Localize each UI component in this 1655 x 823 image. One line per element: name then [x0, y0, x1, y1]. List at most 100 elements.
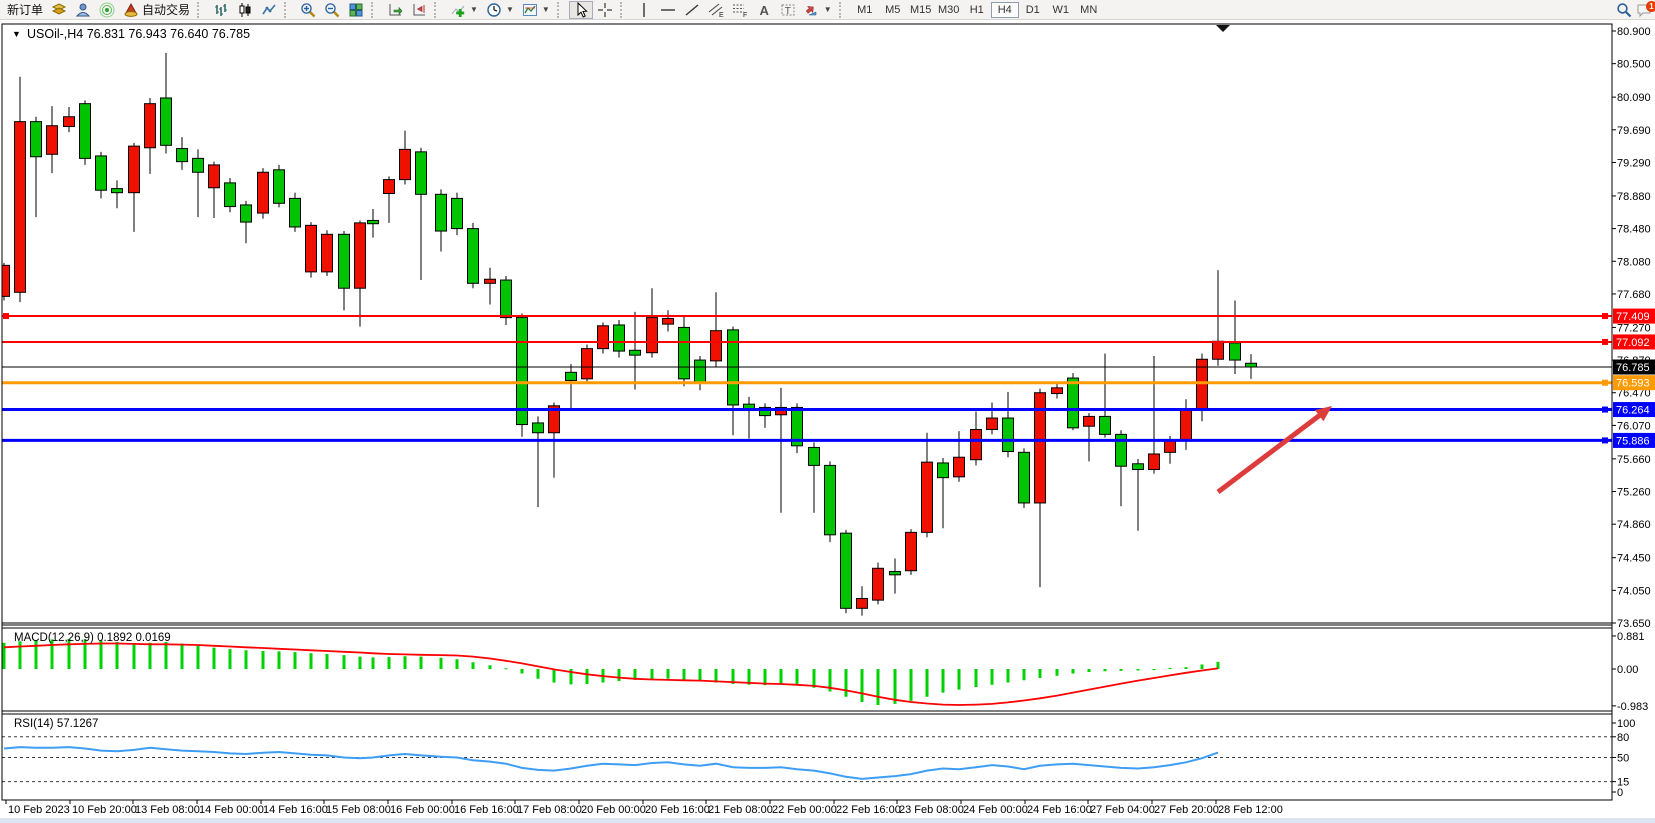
candle	[1034, 392, 1046, 504]
fibonacci-button[interactable]: F	[728, 1, 752, 19]
macd-bar	[747, 669, 751, 685]
candle	[14, 121, 26, 293]
channel-button[interactable]: E	[704, 1, 728, 19]
macd-bar	[50, 639, 54, 669]
time-tick-label: 14 Feb 00:00	[199, 804, 264, 816]
price-label-box	[1613, 432, 1655, 448]
candlestick-button[interactable]	[233, 1, 257, 19]
chart-shift-marker-icon[interactable]	[1216, 25, 1230, 32]
price-axis[interactable]: 80.900 80.500 80.090 79.690 79.290 78.880 78.4…	[1612, 26, 1655, 630]
timeframe-h1-button[interactable]: H1	[963, 2, 991, 18]
zoom-out-button[interactable]	[320, 1, 344, 19]
macd-bar	[439, 657, 443, 669]
line-end-marker[interactable]	[1602, 313, 1608, 320]
macd-bar	[1071, 669, 1075, 674]
candle	[289, 197, 301, 228]
cursor-button[interactable]	[568, 0, 593, 19]
price-tick-label: 80.900	[1617, 26, 1651, 38]
line-chart-icon	[262, 3, 276, 14]
bar-chart-button[interactable]	[209, 1, 233, 19]
chart-area[interactable]: 80.900 80.500 80.090 79.690 79.290 78.880 78.4…	[0, 20, 1655, 823]
autotrade-button[interactable]: 自动交易	[119, 1, 194, 19]
dropdown-arrow-icon: ▼	[823, 5, 832, 14]
price-tick-label: 74.050	[1617, 585, 1651, 597]
signal-button[interactable]	[95, 1, 119, 19]
arrow-shaft[interactable]	[1216, 411, 1324, 494]
time-tick-label: 28 Feb 12:00	[1218, 804, 1283, 816]
candle	[808, 446, 820, 466]
chat-button[interactable]: 1	[1636, 0, 1655, 18]
text-button[interactable]: A	[752, 1, 776, 19]
macd-bar	[812, 669, 816, 688]
candle	[1099, 415, 1111, 435]
timeframe-m5-button[interactable]: M5	[879, 2, 907, 18]
timeframe-mn-button[interactable]: MN	[1075, 2, 1103, 18]
vertical-line-button[interactable]	[632, 1, 656, 19]
vertical-line-icon	[643, 2, 645, 17]
macd-bar	[617, 669, 621, 681]
indicators-button[interactable]: ▼	[446, 1, 482, 19]
candle	[63, 116, 75, 128]
macd-bar	[196, 645, 200, 669]
indicators-icon	[451, 5, 465, 17]
macd-bar	[957, 669, 961, 690]
price-tick-label: 74.450	[1617, 553, 1651, 565]
candle	[889, 571, 901, 576]
timeframe-m30-button[interactable]: M30	[935, 2, 963, 18]
line-chart-button[interactable]	[257, 1, 281, 19]
tile-windows-button[interactable]	[344, 1, 368, 19]
macd-bar	[1168, 667, 1172, 669]
arrows-button[interactable]: ▼	[800, 1, 836, 19]
arrow-head[interactable]	[1315, 406, 1332, 422]
arrow-object[interactable]	[1216, 406, 1332, 494]
dropdown-arrow-icon: ▼	[505, 5, 514, 14]
templates-button[interactable]: ▼	[518, 1, 554, 19]
time-tick-label: 22 Feb 16:00	[836, 804, 901, 816]
search-button[interactable]	[1612, 1, 1636, 19]
periods-button[interactable]: ▼	[482, 1, 518, 19]
rsi-tick-label: 15	[1617, 777, 1629, 789]
svg-text:T: T	[785, 6, 791, 17]
line-end-marker[interactable]	[1602, 379, 1608, 386]
price-tick-label: 79.690	[1617, 125, 1651, 137]
timeframe-m1-button[interactable]: M1	[851, 2, 879, 18]
one-click-expand-icon[interactable]: ▼	[12, 29, 21, 39]
timeframe-m15-button[interactable]: M15	[907, 2, 935, 18]
hline-objects[interactable]	[2, 313, 1612, 444]
candle	[937, 462, 949, 479]
horizontal-line-icon	[660, 8, 675, 11]
chart-shift-icon	[413, 3, 426, 15]
macd-bar	[471, 662, 475, 669]
timeframe-d1-button[interactable]: D1	[1019, 2, 1047, 18]
line-end-marker[interactable]	[1602, 338, 1608, 345]
macd-bar	[763, 669, 767, 686]
label-button[interactable]: T	[776, 1, 800, 19]
candle	[354, 222, 366, 289]
new-order-button[interactable]: 新订单	[3, 1, 47, 19]
trendline-button[interactable]	[680, 1, 704, 19]
price-tick-label: 80.500	[1617, 59, 1651, 71]
profile-button[interactable]	[71, 1, 95, 19]
chart-shift-button[interactable]	[407, 1, 431, 19]
indicator-axes[interactable]: 0.881 0.00 -0.983 100 80 50 150	[1612, 631, 1648, 799]
macd-bar	[990, 669, 994, 685]
line-end-marker[interactable]	[1602, 406, 1608, 413]
macd-bar	[1022, 669, 1026, 681]
zoom-in-button[interactable]	[296, 1, 320, 19]
macd-bar	[488, 665, 492, 669]
timeframe-h4-button[interactable]: H4	[990, 1, 1019, 18]
line-end-marker[interactable]	[3, 313, 9, 320]
layers-button[interactable]	[47, 1, 71, 19]
price-tick-label: 76.470	[1617, 388, 1651, 400]
line-end-marker[interactable]	[1602, 437, 1608, 444]
crosshair-button[interactable]	[593, 1, 617, 19]
dropdown-arrow-icon: ▼	[541, 5, 550, 14]
candle	[1148, 453, 1160, 470]
auto-scroll-button[interactable]	[383, 1, 407, 19]
horizontal-line-button[interactable]	[656, 1, 680, 19]
cursor-icon	[577, 1, 588, 18]
price-tick-label: 79.290	[1617, 157, 1651, 169]
price-tick-label: 75.660	[1617, 454, 1651, 466]
timeframe-w1-button[interactable]: W1	[1047, 2, 1075, 18]
